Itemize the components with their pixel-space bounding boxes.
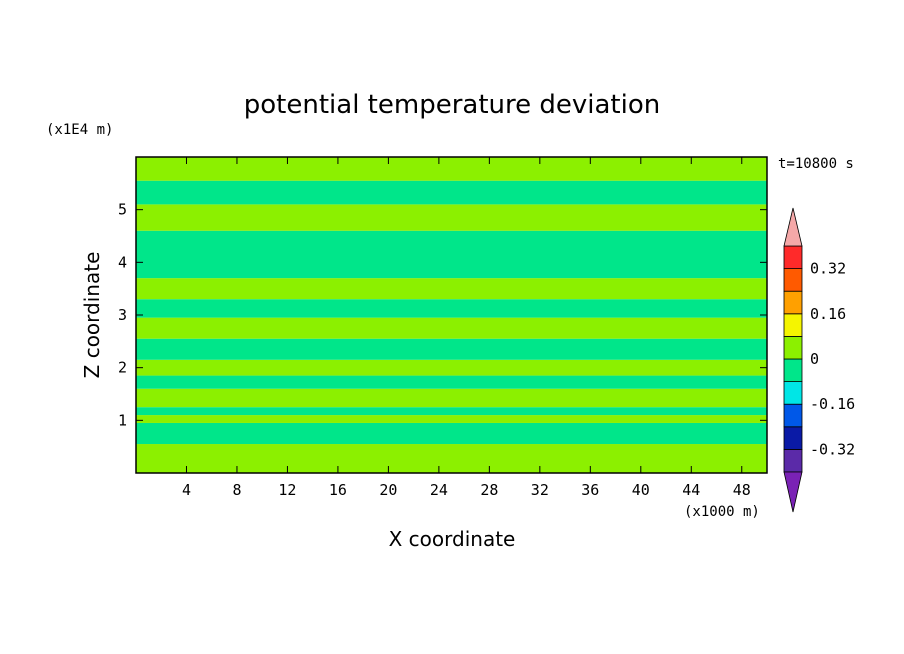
colorbar-swatch-5 — [783, 335, 803, 360]
x-tick-label: 8 — [232, 481, 241, 499]
y-tick-label: 2 — [118, 359, 127, 377]
contour-band-0 — [136, 444, 767, 473]
y-tick-label: 4 — [118, 253, 127, 271]
colorbar-swatch-3 — [783, 381, 803, 405]
chart-title: potential temperature deviation — [244, 90, 660, 120]
colorbar-over-arrow — [783, 207, 803, 247]
colorbar-under-arrow — [783, 471, 803, 513]
x-unit-label: (x1000 m) — [684, 504, 760, 520]
colorbar-tick-label: 0.32 — [810, 260, 846, 278]
colorbar-tick-label: -0.32 — [810, 440, 855, 458]
colorbar-swatch-8 — [783, 268, 803, 292]
x-axis: 4 8 12 16 20 24 28 32 36 40 44 48 — [182, 157, 751, 499]
y-tick-label: 3 — [118, 306, 127, 324]
colorbar-swatch-4 — [783, 358, 803, 383]
colorbar: 0.32 0.16 0 -0.16 -0.32 — [783, 207, 855, 513]
contour-band-12 — [136, 204, 767, 231]
contour-band-13 — [136, 180, 767, 205]
contour-band-4 — [136, 388, 767, 408]
x-tick-label: 28 — [480, 481, 498, 499]
contour-band-11 — [136, 230, 767, 279]
colorbar-swatch-2 — [783, 403, 803, 428]
contour-band-1 — [136, 422, 767, 445]
x-tick-label: 40 — [632, 481, 650, 499]
y-tick-label: 5 — [118, 201, 127, 219]
y-axis: 1 2 3 4 5 — [118, 201, 767, 429]
contour-band-9 — [136, 299, 767, 318]
colorbar-tick-label: -0.16 — [810, 395, 855, 413]
y-axis-label: Z coordinate — [80, 252, 104, 379]
contour-band-5 — [136, 375, 767, 389]
colorbar-tick-label: 0.16 — [810, 305, 846, 323]
y-unit-label: (x1E4 m) — [46, 122, 113, 138]
contour-band-6 — [136, 359, 767, 376]
x-tick-label: 24 — [430, 481, 448, 499]
x-tick-label: 12 — [278, 481, 296, 499]
x-tick-label: 44 — [682, 481, 700, 499]
x-tick-label: 32 — [531, 481, 549, 499]
contour-band-10 — [136, 278, 767, 300]
time-label: t=10800 s — [778, 156, 854, 172]
contour-band-2 — [136, 415, 767, 423]
x-tick-label: 36 — [581, 481, 599, 499]
y-tick-label: 1 — [118, 411, 127, 429]
contour-band-8 — [136, 317, 767, 339]
colorbar-swatch-0 — [783, 448, 803, 473]
colorbar-tick-label: 0 — [810, 350, 819, 368]
colorbar-swatch-7 — [783, 290, 803, 315]
contour-band-7 — [136, 338, 767, 360]
contour-band-3 — [136, 407, 767, 416]
x-tick-label: 4 — [182, 481, 191, 499]
contour-band-14 — [136, 157, 767, 181]
colorbar-swatch-1 — [783, 426, 803, 450]
x-axis-label: X coordinate — [389, 527, 516, 551]
colorbar-swatch-6 — [783, 313, 803, 337]
contour-fill — [136, 157, 767, 473]
x-tick-label: 48 — [733, 481, 751, 499]
x-tick-label: 16 — [329, 481, 347, 499]
x-tick-label: 20 — [379, 481, 397, 499]
colorbar-swatch-9 — [783, 245, 803, 270]
